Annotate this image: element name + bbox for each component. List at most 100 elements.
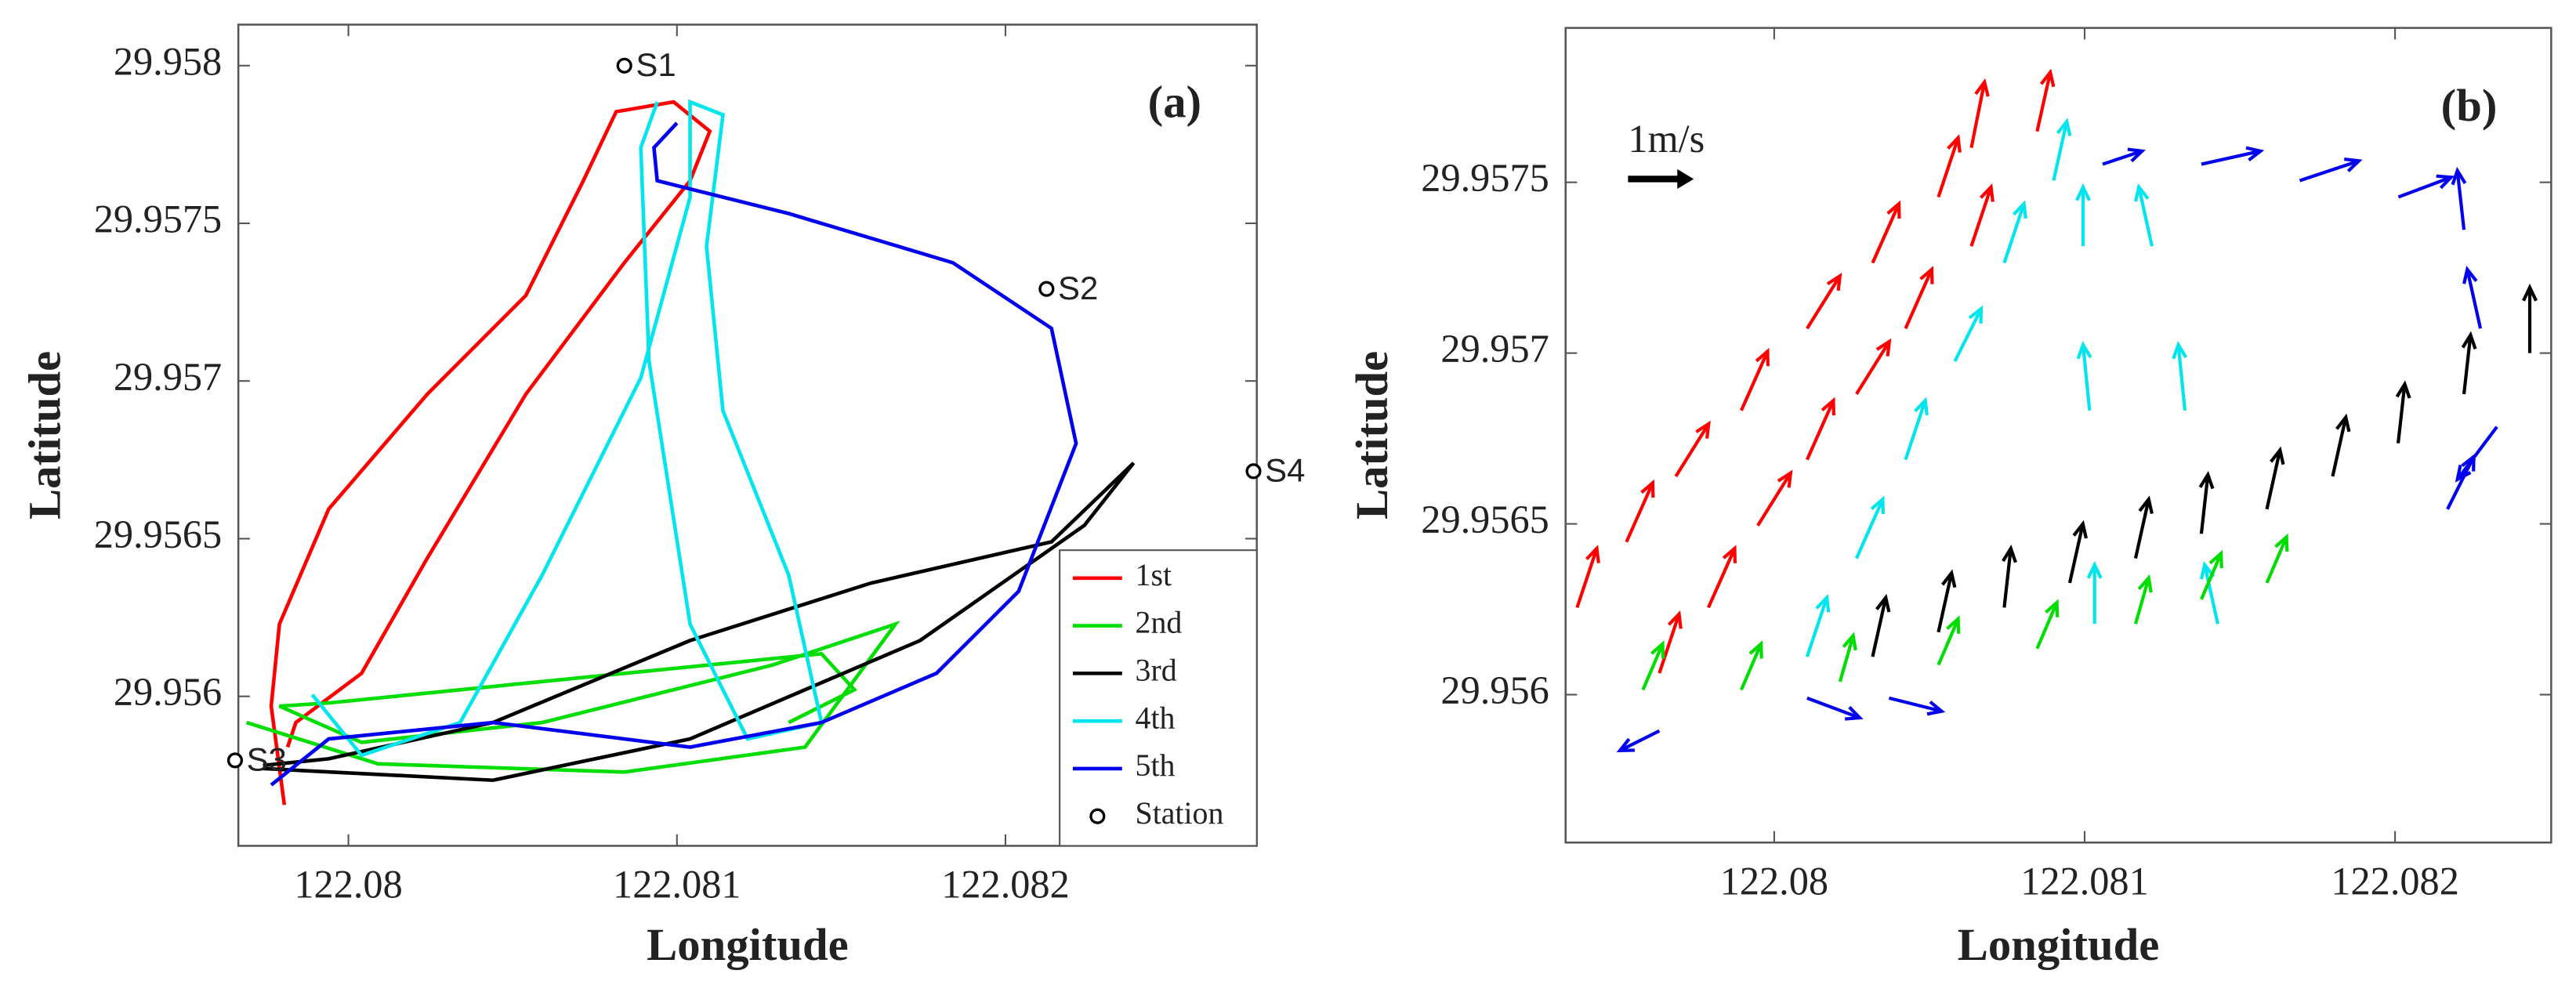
y-tick-label: 29.956 (114, 670, 222, 714)
y-tick-label: 29.9575 (1421, 156, 1549, 200)
velocity-arrow (2002, 200, 2027, 264)
trajectory (270, 121, 1078, 787)
velocity-arrow (2522, 283, 2538, 353)
panel-title: (a) (1148, 77, 1201, 128)
velocity-arrow (1739, 640, 1763, 691)
velocity-arrow (2002, 545, 2017, 608)
velocity-arrow (2462, 265, 2483, 329)
velocity-arrow (1854, 495, 1885, 559)
legend-marker (1089, 808, 1106, 824)
velocity-arrow (1756, 469, 1793, 527)
station (1038, 281, 1055, 297)
x-tick-label: 122.08 (294, 862, 402, 906)
velocity-arrow (1805, 396, 1835, 461)
x-tick-label: 122.082 (941, 862, 1069, 906)
y-tick-label: 29.957 (1440, 327, 1549, 371)
trajectory (269, 100, 712, 806)
velocity-arrow (1904, 396, 1929, 461)
station (226, 752, 244, 769)
velocity-arrow (2331, 413, 2351, 477)
velocity-arrow (1871, 593, 1891, 657)
y-tick-label: 29.956 (1440, 668, 1549, 712)
y-axis-label: Latitude (20, 351, 71, 520)
velocity-arrow (2086, 560, 2103, 625)
y-tick-label: 29.957 (114, 355, 222, 399)
y-tick-label: 29.9565 (1421, 498, 1549, 541)
velocity-arrow (2035, 68, 2056, 132)
legend-box (1059, 549, 1258, 847)
panel-title: (b) (2441, 80, 2498, 131)
velocity-arrow (1937, 615, 1961, 666)
legend-label: 2nd (1136, 606, 1183, 640)
velocity-arrow (2035, 599, 2060, 650)
velocity-arrow (1707, 545, 1737, 609)
velocity-arrow (2397, 174, 2455, 199)
y-tick-label: 29.9575 (94, 197, 222, 241)
legend-label: 5th (1136, 748, 1176, 783)
trajectory (263, 462, 1136, 783)
velocity-arrow (1969, 183, 1994, 247)
velocity-arrow (2133, 574, 2153, 625)
velocity-arrow (2446, 453, 2476, 510)
velocity-arrow (2265, 533, 2289, 584)
station-label: S1 (636, 46, 676, 83)
velocity-arrow (1888, 696, 1946, 716)
velocity-arrow (2076, 341, 2092, 411)
velocity-arrow (2067, 520, 2088, 584)
velocity-arrow (1806, 272, 1842, 330)
velocity-arrow (2199, 561, 2219, 625)
velocity-arrow (2395, 380, 2411, 444)
velocity-arrow (1806, 696, 1864, 721)
velocity-arrow (2461, 331, 2477, 395)
key-label: 1m/s (1628, 117, 1705, 161)
velocity-arrow (1658, 610, 1683, 674)
plot-area (1564, 27, 2552, 844)
velocity-arrow (2299, 157, 2363, 183)
legend-label: 3rd (1136, 653, 1177, 688)
velocity-arrow (1855, 338, 1892, 396)
x-tick-label: 122.082 (2331, 859, 2458, 903)
station (1245, 463, 1262, 480)
velocity-arrow (1641, 640, 1665, 691)
velocity-arrow (1616, 729, 1661, 753)
key-arrow-head (1677, 168, 1694, 190)
x-axis-label: Longitude (647, 919, 849, 970)
velocity-arrow (1625, 479, 1655, 543)
velocity-arrow (2052, 118, 2072, 181)
velocity-arrow (1575, 545, 1600, 609)
velocity-arrow (2075, 183, 2091, 247)
velocity-arrow (1740, 347, 1770, 411)
velocity-arrow (1871, 200, 1901, 264)
velocity-arrow (2265, 446, 2285, 510)
x-axis-label: Longitude (1958, 919, 2160, 970)
velocity-arrow (1805, 594, 1831, 657)
trajectory (310, 99, 824, 758)
y-axis-label: Latitude (1346, 351, 1397, 520)
velocity-arrow (2201, 146, 2265, 166)
velocity-arrow (1838, 632, 1857, 682)
velocity-arrow (1904, 266, 1934, 330)
velocity-arrow (1969, 78, 1990, 149)
x-tick-label: 122.081 (613, 862, 741, 906)
station (616, 57, 632, 74)
velocity-arrow (2133, 183, 2154, 247)
velocity-arrow (2172, 341, 2188, 411)
y-tick-label: 29.958 (114, 39, 222, 83)
station-label: S2 (1058, 270, 1098, 306)
legend-label: 4th (1136, 701, 1176, 735)
y-tick-label: 29.9565 (94, 512, 222, 556)
velocity-arrow (2451, 166, 2467, 230)
velocity-arrow (1953, 305, 1984, 363)
velocity-arrow (2102, 147, 2146, 166)
velocity-arrow (2200, 549, 2223, 600)
station-label: S4 (1265, 452, 1305, 489)
station-label: S3 (247, 741, 287, 778)
velocity-arrow (2198, 470, 2215, 534)
x-tick-label: 122.08 (1720, 859, 1828, 903)
x-tick-label: 122.081 (2020, 859, 2148, 903)
velocity-arrow (1674, 420, 1711, 478)
velocity-arrow (1937, 569, 1957, 633)
legend-label: Station (1136, 796, 1224, 831)
legend-label: 1st (1136, 558, 1172, 592)
